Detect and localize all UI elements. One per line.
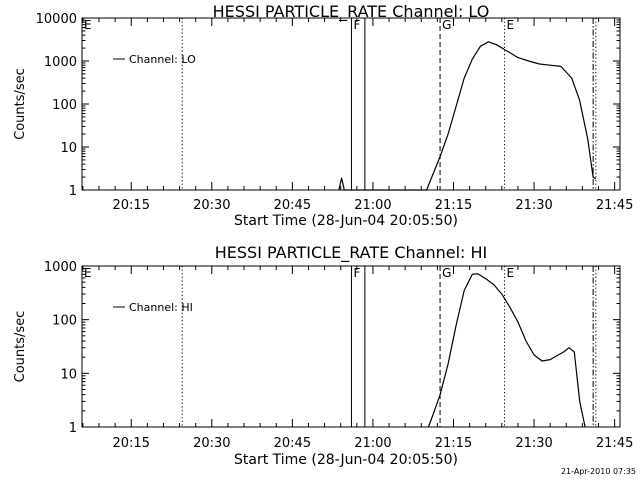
flag-label: G — [442, 18, 451, 32]
y-tick-label: 10 — [60, 141, 77, 156]
x-tick-label: 21:45 — [596, 198, 633, 213]
x-tick-label: 20:15 — [113, 198, 150, 213]
chart-title: HESSI PARTICLE_RATE Channel: LO — [213, 2, 490, 22]
y-axis-label: Counts/sec — [13, 311, 28, 383]
x-tick-label: 20:45 — [274, 198, 311, 213]
x-axis-label: Start Time (28-Jun-04 20:05:50) — [234, 213, 458, 229]
flag-label: F — [353, 18, 360, 32]
chart-title: HESSI PARTICLE_RATE Channel: HI — [215, 243, 488, 263]
x-tick-label: 21:45 — [596, 436, 633, 451]
y-tick-label: 1 — [69, 184, 77, 199]
data-line — [427, 273, 586, 428]
flag-label: E — [507, 18, 515, 32]
y-tick-label: 100 — [52, 314, 77, 329]
x-tick-label: 21:15 — [435, 436, 472, 451]
y-tick-label: 10000 — [36, 12, 77, 27]
flag-label: E — [84, 18, 92, 32]
x-tick-label: 20:30 — [193, 198, 230, 213]
y-tick-label: 10 — [60, 367, 77, 382]
lo-channel-panel: HESSI PARTICLE_RATE Channel: LO 1 10 100 100… — [13, 2, 633, 229]
flag-label: F — [353, 266, 360, 280]
x-tick-label: 20:45 — [274, 436, 311, 451]
x-axis-label: Start Time (28-Jun-04 20:05:50) — [234, 452, 458, 468]
x-tick-label: 21:00 — [354, 198, 391, 213]
x-tick-label: 20:15 — [113, 436, 150, 451]
footer-timestamp: 21-Apr-2010 07:35 — [561, 467, 636, 476]
flag-label: E — [84, 266, 92, 280]
legend-label: Channel: LO — [129, 53, 196, 66]
x-tick-label: 21:30 — [515, 436, 552, 451]
flag-label: E — [507, 266, 515, 280]
x-tick-label: 21:15 — [435, 198, 472, 213]
y-tick-label: 100 — [52, 98, 77, 113]
flag-label: G — [442, 266, 451, 280]
y-tick-label: 1 — [69, 421, 77, 436]
legend-label: Channel: HI — [129, 301, 193, 314]
y-tick-label: 1000 — [44, 260, 77, 275]
x-tick-label: 21:30 — [515, 198, 552, 213]
x-tick-label: 21:00 — [354, 436, 391, 451]
x-tick-label: 20:30 — [193, 436, 230, 451]
y-tick-label: 1000 — [44, 55, 77, 70]
data-line — [338, 41, 597, 191]
y-axis-label: Counts/sec — [13, 68, 28, 140]
hi-channel-panel: HESSI PARTICLE_RATE Channel: HI 1 10 100 100… — [13, 243, 633, 468]
